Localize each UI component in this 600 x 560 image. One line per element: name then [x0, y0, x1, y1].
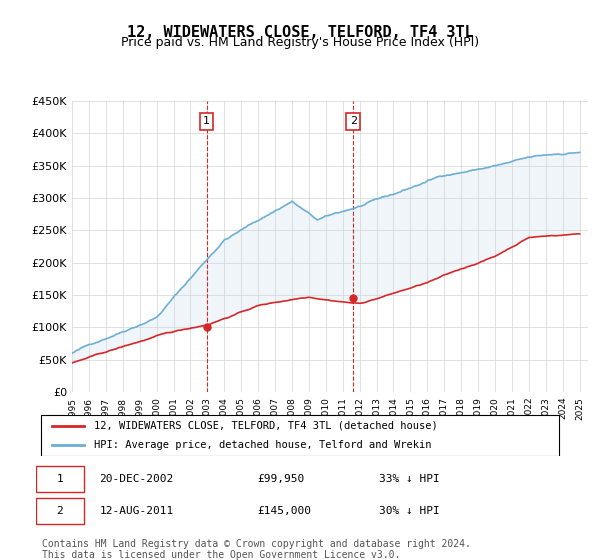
- Text: 20-DEC-2002: 20-DEC-2002: [100, 474, 173, 484]
- Text: 1: 1: [203, 116, 210, 126]
- Text: 2: 2: [350, 116, 357, 126]
- Text: 33% ↓ HPI: 33% ↓ HPI: [379, 474, 440, 484]
- Text: 12, WIDEWATERS CLOSE, TELFORD, TF4 3TL (detached house): 12, WIDEWATERS CLOSE, TELFORD, TF4 3TL (…: [94, 421, 438, 431]
- FancyBboxPatch shape: [36, 466, 83, 492]
- Text: HPI: Average price, detached house, Telford and Wrekin: HPI: Average price, detached house, Telf…: [94, 440, 431, 450]
- Text: £145,000: £145,000: [258, 506, 312, 516]
- Text: Price paid vs. HM Land Registry's House Price Index (HPI): Price paid vs. HM Land Registry's House …: [121, 36, 479, 49]
- Text: 12, WIDEWATERS CLOSE, TELFORD, TF4 3TL: 12, WIDEWATERS CLOSE, TELFORD, TF4 3TL: [127, 25, 473, 40]
- Text: 12-AUG-2011: 12-AUG-2011: [100, 506, 173, 516]
- Text: 2: 2: [56, 506, 63, 516]
- FancyBboxPatch shape: [41, 416, 559, 456]
- Text: Contains HM Land Registry data © Crown copyright and database right 2024.
This d: Contains HM Land Registry data © Crown c…: [42, 539, 471, 560]
- FancyBboxPatch shape: [36, 498, 83, 524]
- Text: 1: 1: [56, 474, 63, 484]
- Text: 30% ↓ HPI: 30% ↓ HPI: [379, 506, 440, 516]
- Text: £99,950: £99,950: [258, 474, 305, 484]
